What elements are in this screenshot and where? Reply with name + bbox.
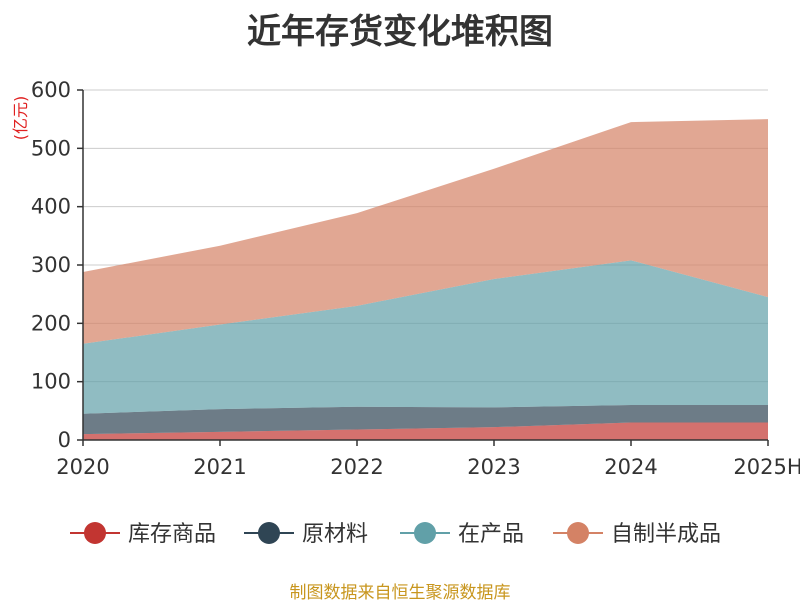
- legend-label: 库存商品: [128, 522, 216, 547]
- legend-label: 原材料: [302, 522, 368, 547]
- x-tick-label: 2021: [193, 455, 246, 479]
- y-tick-label: 600: [31, 78, 71, 102]
- y-tick-label: 400: [31, 195, 71, 219]
- legend-marker: [84, 522, 106, 544]
- y-tick-label: 300: [31, 253, 71, 277]
- series-area-1: [83, 422, 768, 440]
- series-area-4: [83, 119, 768, 344]
- source-note: 制图数据来自恒生聚源数据库: [289, 583, 511, 603]
- y-tick-label: 500: [31, 136, 71, 160]
- legend-marker: [258, 522, 280, 544]
- y-tick-label: 100: [31, 370, 71, 394]
- y-axis-label: (亿元): [11, 96, 30, 141]
- x-tick-label: 2024: [604, 455, 657, 479]
- y-tick-label: 200: [31, 311, 71, 335]
- series-area-2: [83, 405, 768, 435]
- x-tick-label: 2022: [330, 455, 383, 479]
- x-tick-label: 2023: [467, 455, 520, 479]
- legend-marker: [567, 522, 589, 544]
- legend-marker: [414, 522, 436, 544]
- legend-label: 自制半成品: [611, 522, 721, 547]
- legend-label: 在产品: [458, 522, 524, 547]
- x-tick-label: 2025H: [733, 455, 800, 479]
- x-tick-label: 2020: [56, 455, 109, 479]
- chart-title: 近年存货变化堆积图: [247, 12, 553, 52]
- series-area-3: [83, 260, 768, 414]
- y-tick-label: 0: [58, 428, 71, 452]
